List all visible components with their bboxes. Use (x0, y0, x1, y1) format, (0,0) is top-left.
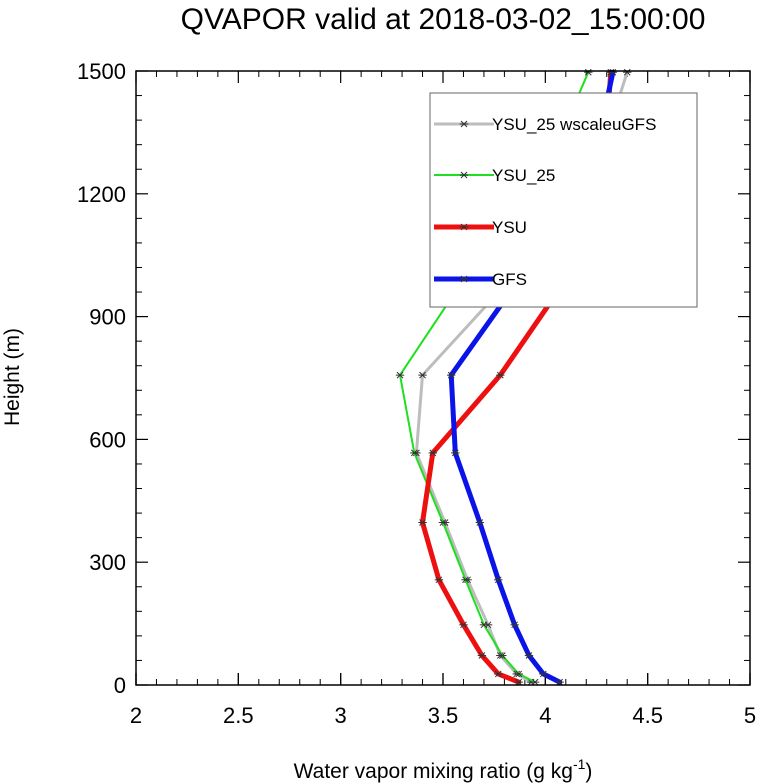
legend-entry-gfs: GFS (434, 270, 527, 289)
data-point-gfs-3 (510, 621, 519, 629)
data-point-ysu-6 (428, 449, 437, 457)
x-tick-label-5: 4.5 (632, 703, 663, 728)
chart-title: QVAPOR valid at 2018-03-02_15:00:00 (181, 3, 706, 36)
data-point-gfs-2 (524, 652, 534, 659)
x-tick-label-3: 3.5 (428, 703, 459, 728)
x-axis-label-main: Water vapor mixing ratio (g kg (294, 760, 573, 783)
x-tick-label-2: 3 (335, 703, 347, 728)
data-point-ysu-25-10 (584, 68, 593, 76)
legend-label-ysu-25-wscaleugfs: YSU_25 wscaleuGFS (492, 115, 656, 134)
data-point-ysu-3 (459, 621, 468, 629)
data-point-gfs-0 (555, 678, 564, 686)
axis-ticks: 2 2.5 3 3.5 4 4.5 5 0 300 600 900 1200 1500 (77, 59, 756, 728)
data-point-gfs-10 (608, 68, 618, 76)
legend-entry-ysu-25: YSU_25 (434, 166, 555, 185)
legend-marker-ysu (459, 223, 469, 231)
y-tick-label-1: 300 (89, 550, 126, 575)
data-point-ysu-0 (514, 678, 523, 686)
x-tick-label-4: 4 (539, 703, 551, 728)
data-point-ysu-5 (418, 519, 427, 526)
legend-marker-ysu-25-wscaleugfs (459, 120, 469, 128)
data-point-ysu-25-1 (514, 670, 523, 678)
data-point-ysu-2 (477, 652, 487, 659)
legend: YSU_25 wscaleuGFS YSU_25 YSU GFS (429, 92, 698, 308)
x-tick-label-6: 5 (744, 703, 756, 728)
legend-box (429, 92, 698, 308)
y-tick-label-0: 0 (114, 673, 126, 698)
legend-marker-ysu-25 (459, 171, 469, 179)
data-point-ysu-25-wscaleugfs-10 (623, 68, 632, 76)
y-axis-label: Height (m) (1, 328, 24, 426)
legend-marker-gfs (459, 275, 469, 283)
legend-label-ysu: YSU (492, 218, 527, 237)
data-point-gfs-4 (494, 576, 503, 584)
legend-label-ysu-25: YSU_25 (492, 166, 555, 185)
data-point-ysu-25-wscaleugfs-7 (418, 371, 427, 379)
x-tick-label-1: 2.5 (223, 703, 254, 728)
data-point-ysu-25-4 (461, 576, 470, 584)
data-point-ysu-4 (434, 576, 444, 584)
data-point-gfs-6 (451, 449, 460, 457)
plot-frame (135, 70, 751, 686)
data-point-gfs-5 (475, 519, 485, 526)
data-point-ysu-25-0 (530, 678, 540, 686)
data-point-ysu-7 (496, 371, 505, 379)
legend-entry-ysu-25-wscaleugfs: YSU_25 wscaleuGFS (434, 115, 656, 134)
legend-label-gfs: GFS (492, 270, 527, 289)
x-axis-label: Water vapor mixing ratio (g kg-1) (294, 756, 593, 783)
data-point-gfs-1 (539, 670, 548, 678)
data-point-ysu-25-3 (479, 621, 489, 629)
legend-entry-ysu: YSU (434, 218, 527, 237)
data-point-ysu-25-6 (410, 449, 419, 457)
data-point-ysu-25-7 (395, 371, 405, 379)
data-point-ysu-1 (494, 670, 503, 678)
x-axis-label-exponent: -1 (573, 756, 586, 772)
x-axis-label-close: ) (585, 760, 592, 783)
x-tick-label-0: 2 (130, 703, 142, 728)
y-tick-label-5: 1500 (77, 59, 126, 84)
y-tick-label-4: 1200 (77, 182, 126, 207)
y-tick-label-3: 900 (89, 305, 126, 330)
data-point-ysu-25-2 (498, 652, 507, 659)
y-tick-label-2: 600 (89, 427, 126, 452)
data-point-ysu-25-5 (438, 519, 448, 526)
data-point-gfs-7 (446, 371, 456, 379)
